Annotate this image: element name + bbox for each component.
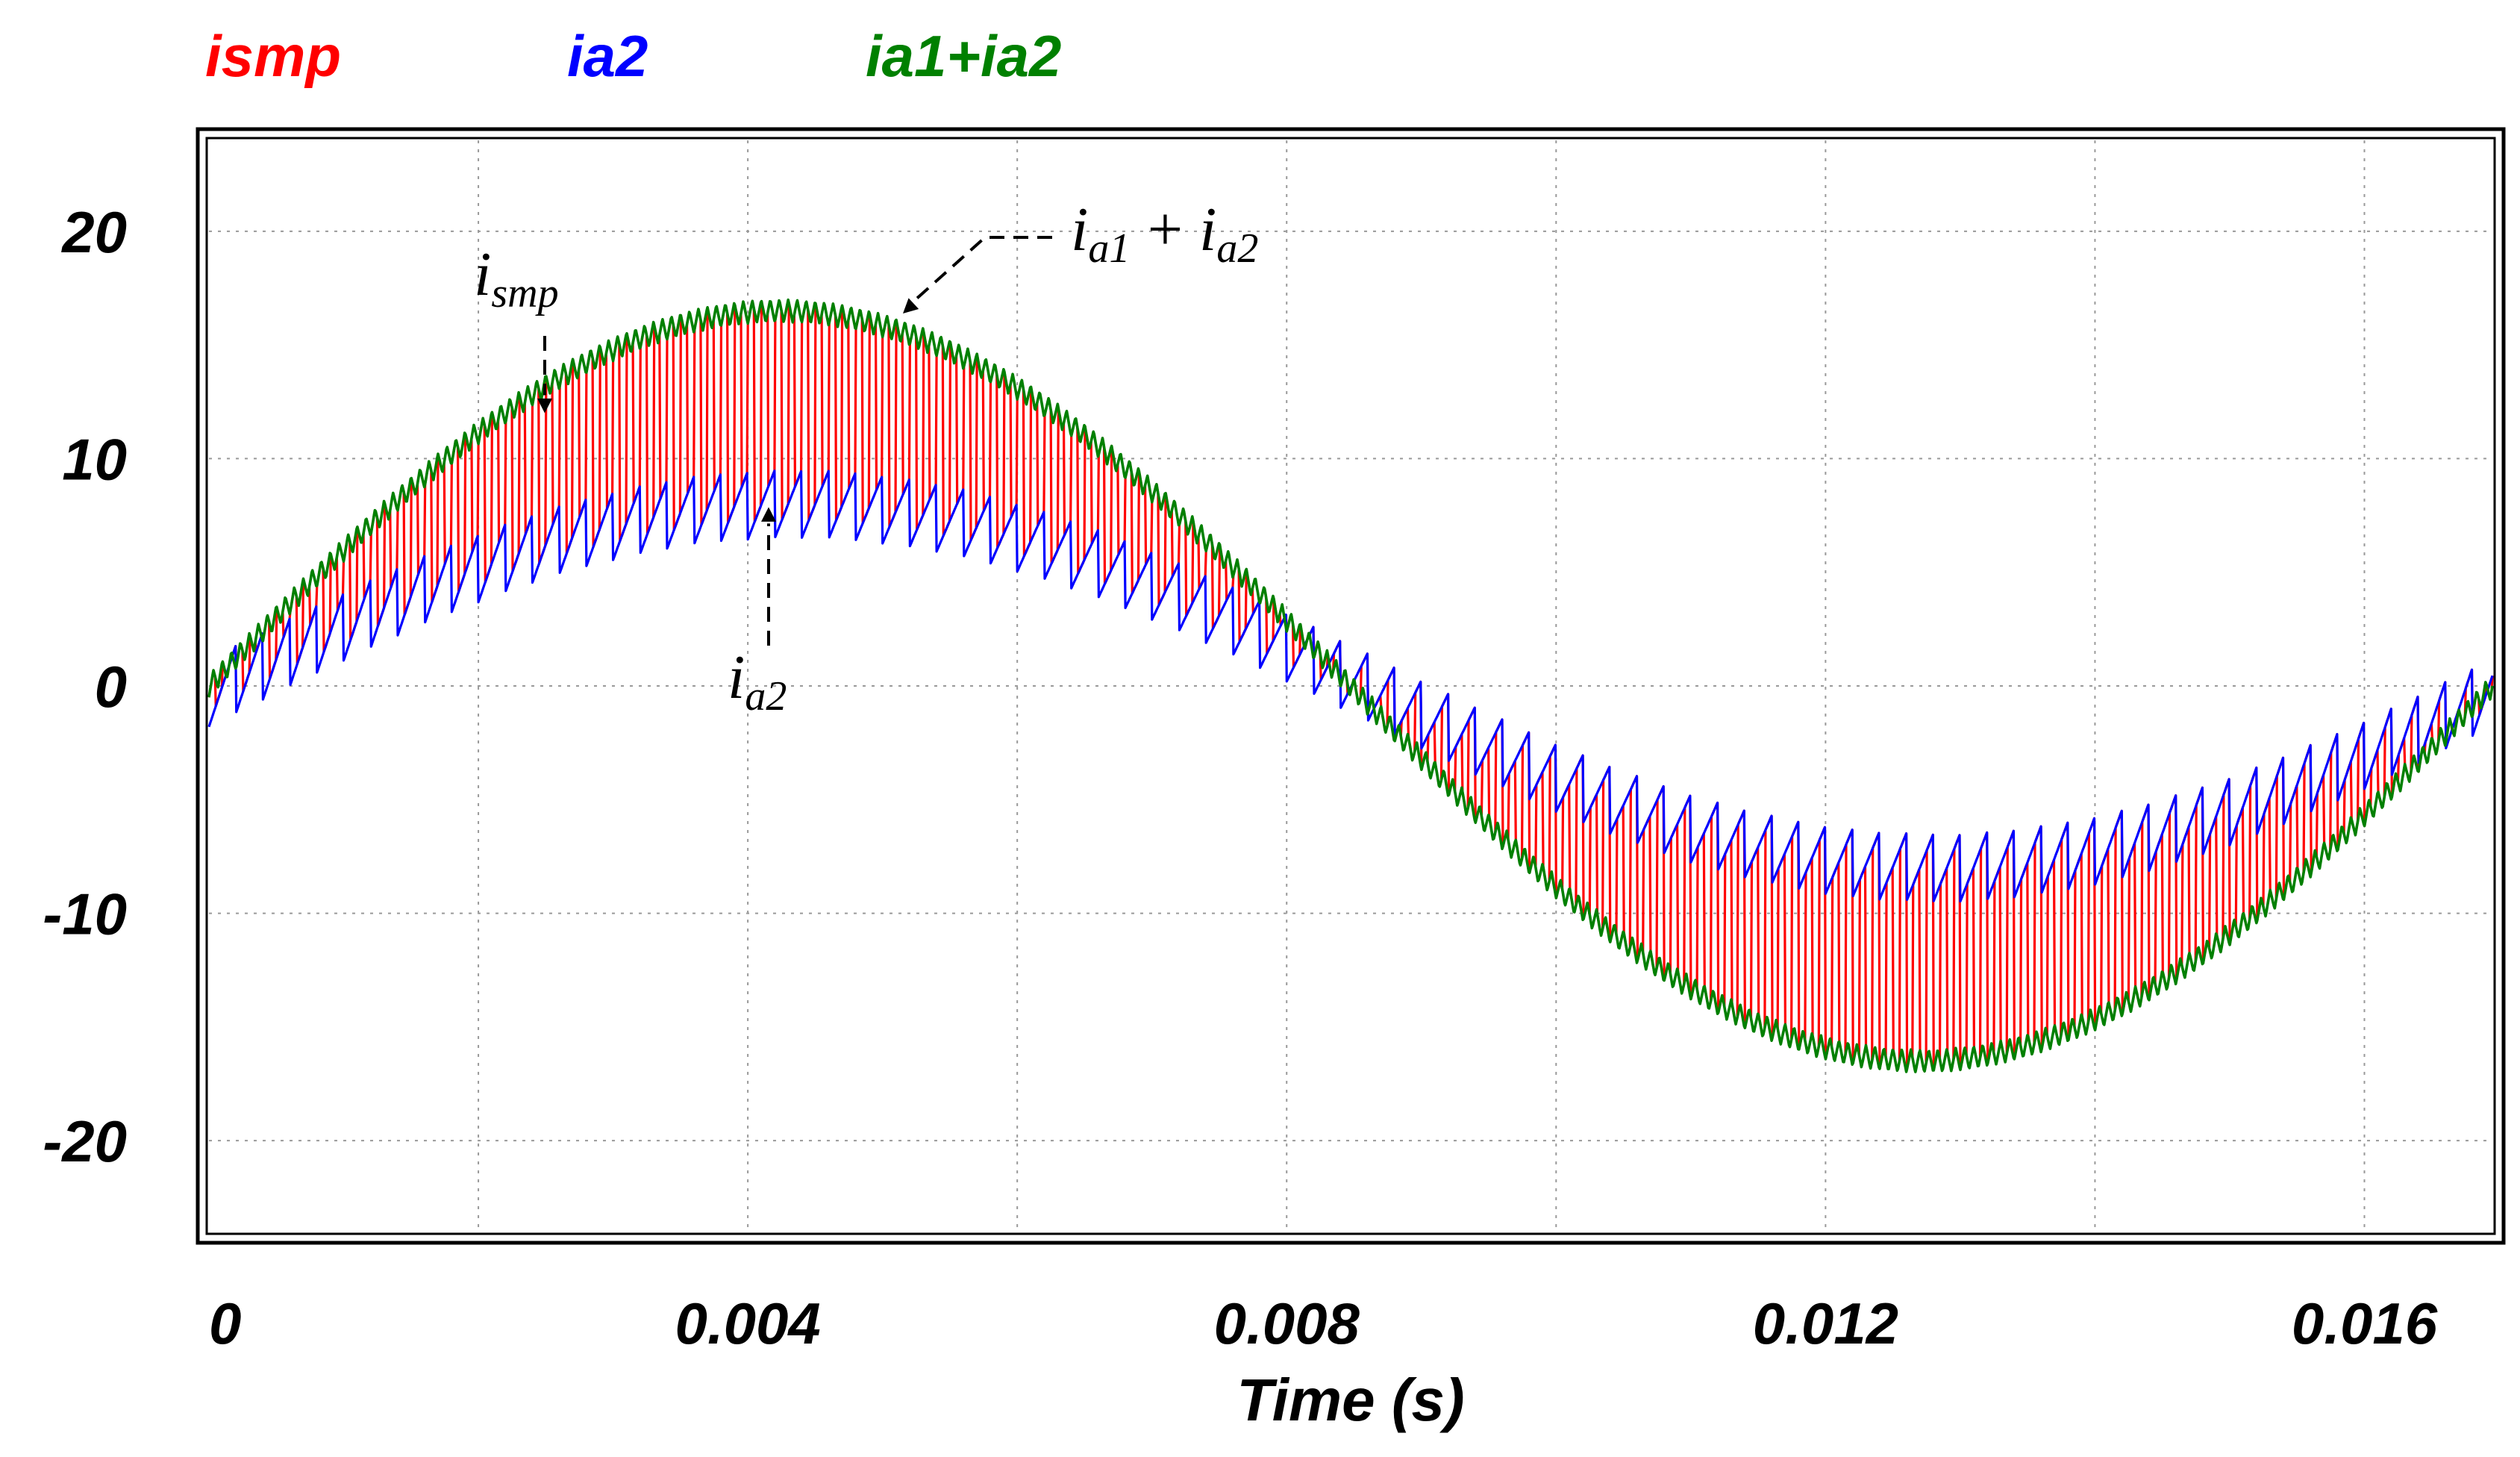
annotation-i-a1-plus-i-a2-arrow-line (912, 236, 1052, 303)
x-tick-label: 0.008 (1214, 1291, 1360, 1356)
plot-frame-outer (196, 127, 2506, 1245)
x-tick-label: 0.016 (2292, 1291, 2438, 1356)
legend-label-ismp: ismp (205, 23, 341, 89)
y-tick-label: 20 (60, 199, 127, 265)
annotations: ismp ia2 ia1 + ia2 (474, 195, 1258, 720)
legend-label-ia2: ia2 (567, 23, 648, 89)
y-tick-label: 0 (95, 654, 127, 720)
x-tick-label: 0.004 (675, 1291, 821, 1356)
y-tick-label: -10 (43, 882, 127, 947)
annotation-i-a1-plus-i-a2-arrow-head (903, 298, 919, 313)
legend-label-ia1-plus-ia2: ia1+ia2 (866, 23, 1061, 89)
annotation-i-smp: ismp (474, 240, 559, 316)
x-tick-label: 0.012 (1753, 1291, 1898, 1356)
annotation-i-smp-arrow-head (537, 398, 552, 414)
legend: ismp ia2 ia1+ia2 (205, 23, 1061, 89)
annotation-i-a2-arrow-head (761, 507, 776, 522)
series-layer (207, 298, 2494, 1073)
annotation-i-a2: ia2 (728, 643, 787, 720)
y-tick-label: 10 (62, 426, 127, 492)
series-line-ia1-plus-ia2 (207, 298, 2494, 1073)
x-axis-label: Time (s) (1236, 1367, 1464, 1433)
x-tick-label: 0 (209, 1291, 241, 1356)
annotation-i-a1-plus-i-a2: ia1 + ia2 (1071, 195, 1258, 272)
plot-frame-inner (205, 137, 2496, 1235)
y-tick-label: -20 (43, 1108, 127, 1174)
tick-labels: 0 0.004 0.008 0.012 0.016 20 10 0 -10 -20 (43, 199, 2437, 1356)
